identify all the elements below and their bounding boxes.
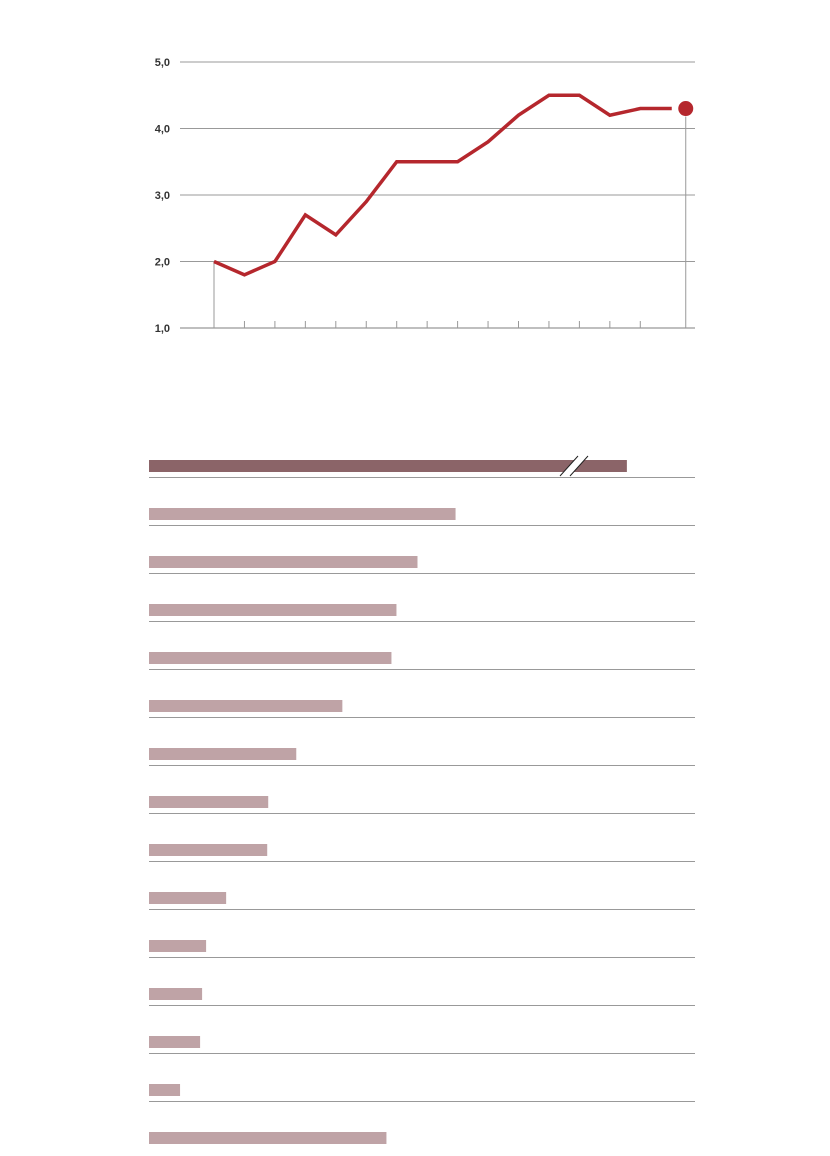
bar	[149, 844, 268, 856]
last-point-marker	[678, 101, 694, 117]
bar	[149, 556, 418, 568]
bar	[149, 1036, 201, 1048]
y-tick-label: 3,0	[155, 190, 170, 202]
y-tick-label: 2,0	[155, 257, 170, 269]
axis-break-gap	[560, 456, 588, 476]
bar	[149, 508, 456, 520]
bar	[149, 604, 397, 616]
bar	[149, 700, 343, 712]
axis-break-stroke	[569, 455, 589, 477]
bar	[149, 988, 203, 1000]
y-tick-label: 5,0	[155, 57, 170, 69]
bar	[149, 652, 392, 664]
bar	[149, 460, 627, 472]
y-tick-label: 1,0	[155, 323, 170, 335]
bar	[149, 796, 269, 808]
y-tick-label: 4,0	[155, 124, 170, 136]
line-series	[213, 93, 672, 277]
axis-break-stroke	[559, 455, 579, 477]
bar	[149, 1084, 181, 1096]
bar	[149, 1132, 387, 1144]
bar	[149, 940, 207, 952]
bar	[149, 748, 297, 760]
axis-break-icon	[559, 455, 589, 477]
bar	[149, 892, 227, 904]
